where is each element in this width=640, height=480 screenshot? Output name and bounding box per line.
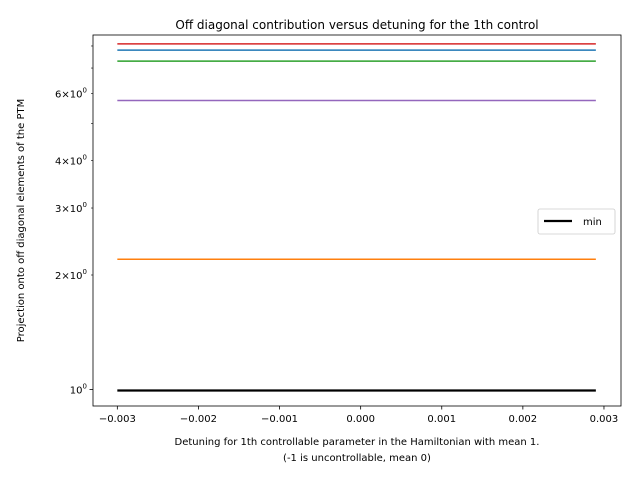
x-tick-label-3: −0.001 [261,414,298,425]
x-tick-label-6: 0.002 [509,414,538,425]
x-tick-label-4: 0.000 [346,414,375,425]
y-tick-label-3: 3×100 [55,201,87,215]
y-axis-label: Projection onto off diagonal elements of… [16,99,27,342]
plot-lines [117,43,596,392]
x-tick-label-2: −0.002 [180,414,217,425]
x-axis-label-line1: Detuning for 1th controllable parameter … [175,437,540,448]
x-tick-label-7: 0.003 [590,414,619,425]
y-tick-label-1: 100 [70,383,87,397]
y-tick-label-4: 4×100 [55,153,87,167]
y-axis: 100 2×100 3×100 4×100 6×100 [55,45,93,397]
legend: min [537,208,616,235]
x-axis: −0.003 −0.002 −0.001 0.000 0.001 0.002 0.003 [99,406,618,425]
chart-title: Off diagonal contribution versus detunin… [175,18,538,32]
x-axis-label-line2: (-1 is uncontrollable, mean 0) [283,453,431,464]
y-tick-label-6: 6×100 [55,87,87,101]
x-tick-label-1: −0.003 [99,414,136,425]
y-tick-label-2: 2×100 [55,268,87,282]
legend-label-min: min [583,217,602,228]
x-tick-label-5: 0.001 [427,414,456,425]
plot-frame [92,34,622,407]
legend-box [537,208,616,235]
